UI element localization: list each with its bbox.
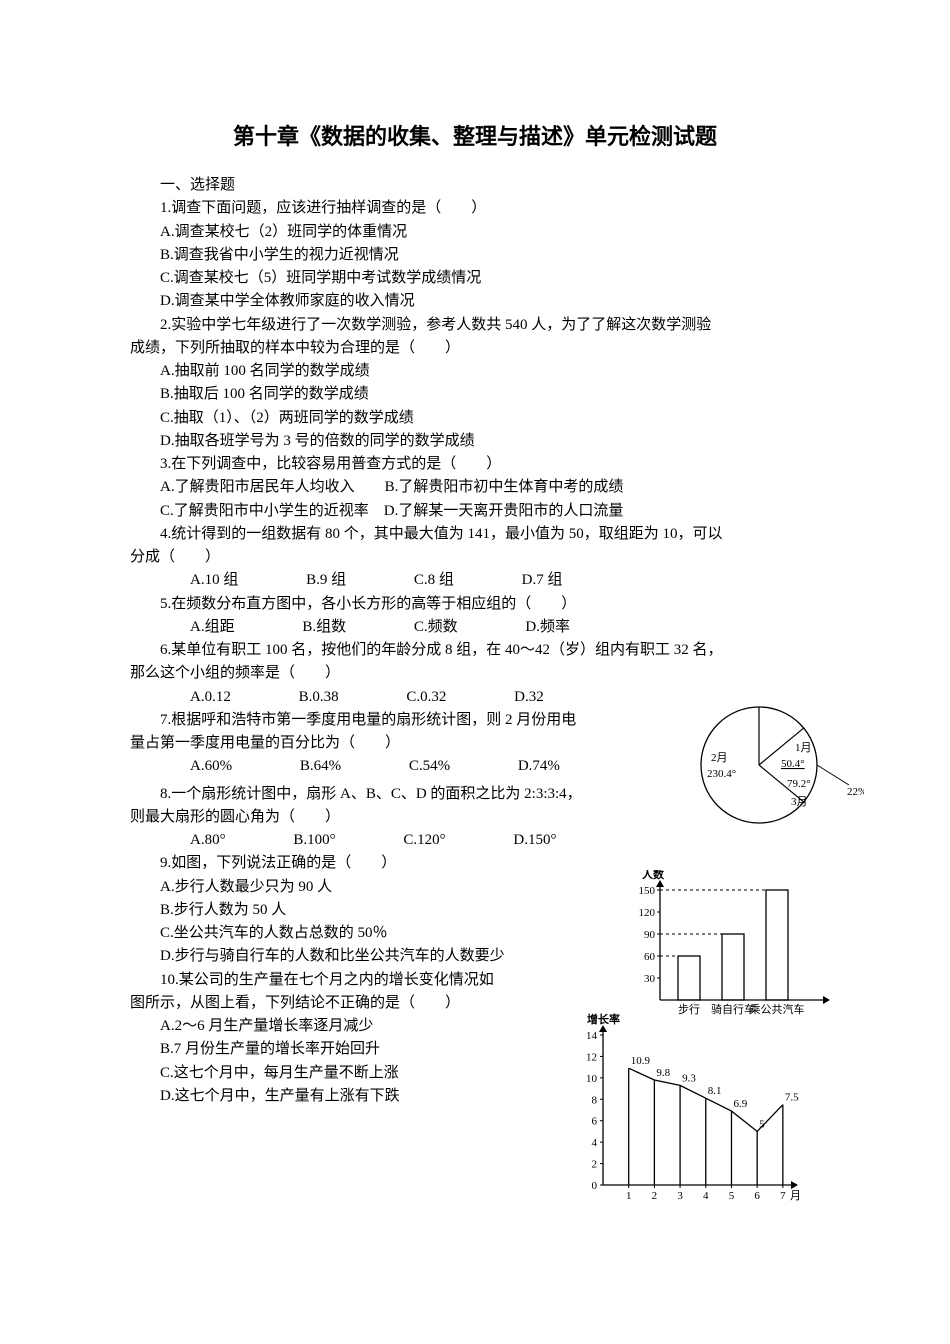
- q3-stem: 3.在下列调查中，比较容易用普查方式的是（ ）: [130, 453, 820, 476]
- svg-text:7.5: 7.5: [785, 1092, 799, 1104]
- bar-chart: 人数306090120150步行骑自行车乘公共汽车: [620, 870, 840, 1030]
- svg-text:14: 14: [586, 1030, 598, 1042]
- q3-opt-cd: C.了解贵阳市中小学生的近视率 D.了解某一天离开贵阳市的人口流量: [130, 500, 820, 523]
- q5-options: A.组距 B.组数 C.频数 D.频率: [130, 616, 820, 639]
- q2-stem-1: 2.实验中学七年级进行了一次数学测验，参考人数共 540 人，为了了解这次数学测…: [130, 314, 820, 337]
- q1-opt-a: A.调查某校七（2）班同学的体重情况: [130, 221, 820, 244]
- svg-text:8.1: 8.1: [708, 1085, 722, 1097]
- svg-text:6: 6: [754, 1190, 760, 1202]
- svg-text:8: 8: [592, 1094, 598, 1106]
- svg-text:6.9: 6.9: [733, 1098, 747, 1110]
- q2-opt-b: B.抽取后 100 名同学的数学成绩: [130, 383, 820, 406]
- svg-text:月: 月: [790, 1190, 801, 1202]
- q7-opt-a: A.60%: [160, 755, 232, 778]
- q1-stem: 1.调查下面问题，应该进行抽样调查的是（ ）: [130, 197, 820, 220]
- svg-text:2: 2: [592, 1159, 598, 1171]
- svg-text:2月: 2月: [711, 752, 728, 764]
- svg-text:60: 60: [644, 951, 656, 963]
- svg-text:6: 6: [592, 1116, 598, 1128]
- q2-stem-2: 成绩，下列所抽取的样本中较为合理的是（ ）: [130, 337, 820, 360]
- svg-text:50.4°: 50.4°: [781, 758, 805, 770]
- svg-text:4: 4: [592, 1137, 598, 1149]
- svg-text:2: 2: [652, 1190, 658, 1202]
- q4-opt-c: C.8 组: [384, 569, 454, 592]
- svg-text:90: 90: [644, 929, 656, 941]
- q5-opt-d: D.频率: [495, 616, 570, 639]
- svg-text:3: 3: [677, 1190, 683, 1202]
- svg-text:10: 10: [586, 1073, 598, 1085]
- q7-opt-d: D.74%: [488, 755, 560, 778]
- pie-chart: 1月 50.4° 2月 230.4° 79.2° 3月 22%: [674, 690, 864, 850]
- q2-opt-d: D.抽取各班学号为 3 号的倍数的同学的数学成绩: [130, 430, 820, 453]
- q1-opt-c: C.调查某校七（5）班同学期中考试数学成绩情况: [130, 267, 820, 290]
- q4-stem-2: 分成（ ）: [130, 546, 820, 569]
- section-heading: 一、选择题: [130, 174, 820, 197]
- q6-opt-a: A.0.12: [160, 686, 231, 709]
- q4-opt-a: A.10 组: [160, 569, 238, 592]
- svg-text:7: 7: [780, 1190, 786, 1202]
- q6-opt-d: D.32: [484, 686, 544, 709]
- q6-opt-b: B.0.38: [269, 686, 339, 709]
- q4-options: A.10 组 B.9 组 C.8 组 D.7 组: [130, 569, 820, 592]
- q5-opt-b: B.组数: [272, 616, 346, 639]
- svg-text:4: 4: [703, 1190, 709, 1202]
- svg-text:22%: 22%: [847, 786, 864, 798]
- svg-text:120: 120: [639, 907, 656, 919]
- page-title: 第十章《数据的收集、整理与描述》单元检测试题: [130, 120, 820, 154]
- q1-opt-b: B.调查我省中小学生的视力近视情况: [130, 244, 820, 267]
- svg-text:增长率: 增长率: [587, 1012, 620, 1026]
- q2-opt-c: C.抽取（1）、（2）两班同学的数学成绩: [130, 407, 820, 430]
- q1-opt-d: D.调查某中学全体教师家庭的收入情况: [130, 290, 820, 313]
- svg-text:9.3: 9.3: [682, 1072, 696, 1084]
- q6-stem-2: 那么这个小组的频率是（ ）: [130, 662, 820, 685]
- q7-opt-b: B.64%: [270, 755, 341, 778]
- svg-text:230.4°: 230.4°: [707, 768, 736, 780]
- q5-opt-a: A.组距: [160, 616, 235, 639]
- q6-opt-c: C.0.32: [376, 686, 446, 709]
- svg-text:1月: 1月: [795, 742, 812, 754]
- svg-text:0: 0: [592, 1180, 598, 1192]
- q6-stem-1: 6.某单位有职工 100 名，按他们的年龄分成 8 组，在 40～42（岁）组内…: [130, 639, 820, 662]
- q8-opt-d: D.150°: [483, 829, 556, 852]
- svg-text:9.8: 9.8: [656, 1067, 670, 1079]
- line-chart: 增长率月02468101214123456710.99.89.38.16.957…: [565, 1010, 810, 1210]
- svg-text:79.2°: 79.2°: [787, 778, 811, 790]
- svg-text:10.9: 10.9: [631, 1055, 651, 1067]
- q2-opt-a: A.抽取前 100 名同学的数学成绩: [130, 360, 820, 383]
- q7-opt-c: C.54%: [379, 755, 450, 778]
- q3-opt-ab: A.了解贵阳市居民年人均收入 B.了解贵阳市初中生体育中考的成绩: [130, 476, 820, 499]
- q8-opt-b: B.100°: [263, 829, 335, 852]
- svg-text:150: 150: [639, 885, 656, 897]
- svg-text:1: 1: [626, 1190, 632, 1202]
- svg-text:30: 30: [644, 973, 656, 985]
- svg-text:5: 5: [729, 1190, 735, 1202]
- q8-opt-a: A.80°: [160, 829, 226, 852]
- svg-text:人数: 人数: [642, 870, 665, 881]
- q5-stem: 5.在频数分布直方图中，各小长方形的高等于相应组的（ ）: [130, 593, 820, 616]
- q4-stem-1: 4.统计得到的一组数据有 80 个，其中最大值为 141，最小值为 50，取组距…: [130, 523, 820, 546]
- q8-opt-c: C.120°: [373, 829, 445, 852]
- q4-opt-b: B.9 组: [276, 569, 346, 592]
- svg-text:3月: 3月: [791, 796, 808, 808]
- svg-text:12: 12: [586, 1051, 597, 1063]
- q4-opt-d: D.7 组: [492, 569, 563, 592]
- q5-opt-c: C.频数: [384, 616, 458, 639]
